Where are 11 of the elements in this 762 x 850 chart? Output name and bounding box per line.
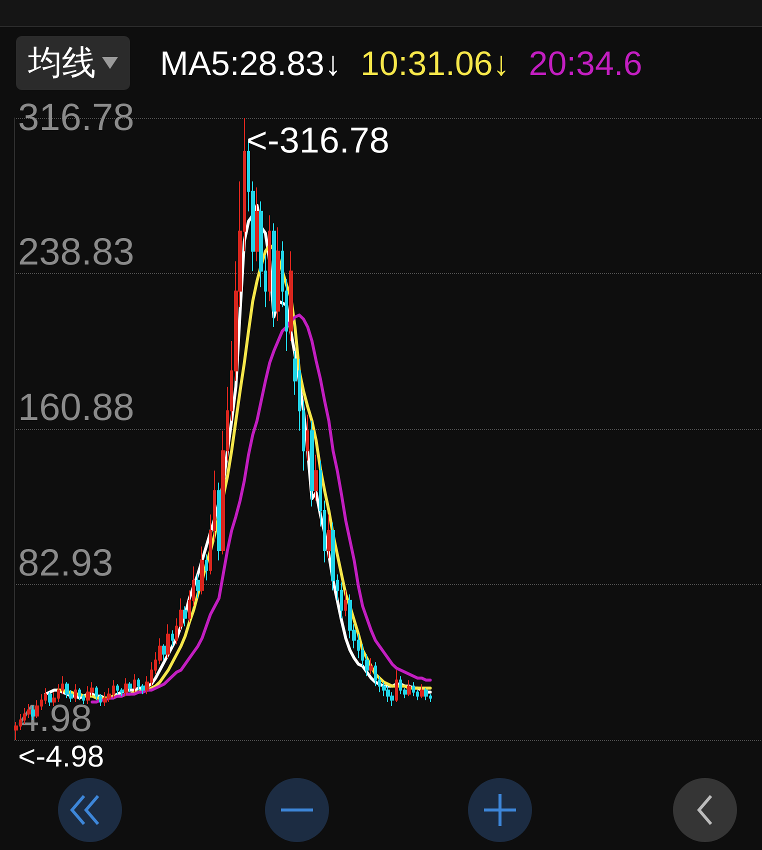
y-tick-label: 82.93 bbox=[18, 542, 114, 584]
text: <-4.98 bbox=[18, 740, 104, 774]
y-tick-label: 238.83 bbox=[18, 232, 134, 274]
y-tick-label: 316.78 bbox=[18, 97, 134, 139]
text: MA5:28.83↓ bbox=[160, 45, 342, 83]
annotation: <-316.78 bbox=[246, 120, 390, 160]
text: 20:34.6 bbox=[528, 45, 642, 83]
legend-title: 均线 bbox=[28, 42, 96, 85]
dropdown-field: 均线 bbox=[16, 36, 130, 90]
text: 10:31.06↓ bbox=[360, 45, 510, 83]
y-tick-label: 160.88 bbox=[18, 387, 134, 429]
